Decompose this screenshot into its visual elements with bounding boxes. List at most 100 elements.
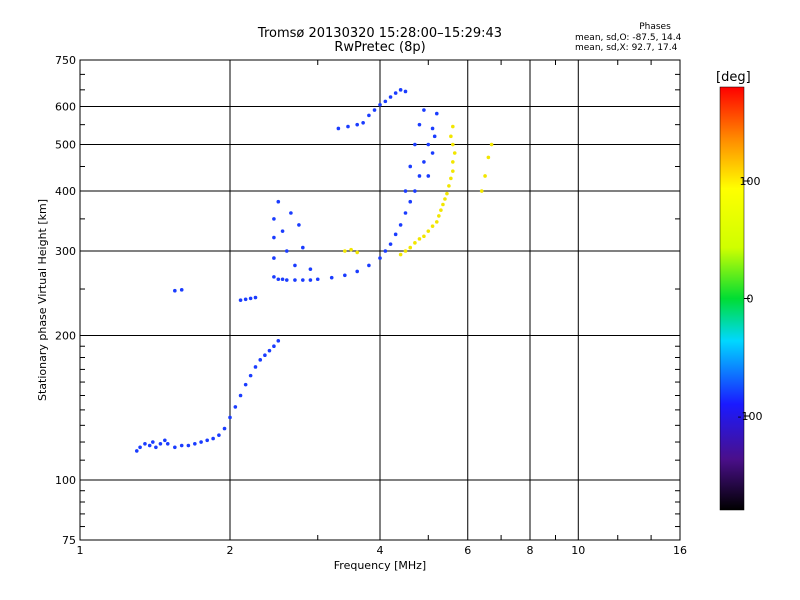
x-tick-label: 4 (377, 544, 384, 557)
data-point-o (258, 358, 263, 362)
data-point-o (280, 277, 285, 282)
data-point-o (238, 393, 243, 398)
data-point-x (489, 142, 494, 147)
data-point-o (179, 288, 184, 292)
data-point-o (426, 174, 431, 178)
data-point-o (222, 426, 227, 431)
x-tick-labels: 1 2 4 6 8 10 16 (77, 544, 688, 557)
data-point-x (449, 134, 453, 139)
data-point-o (393, 232, 398, 237)
data-point-x (430, 224, 435, 228)
data-point-o (346, 124, 350, 129)
data-point-o (138, 445, 142, 450)
data-point-o (205, 438, 209, 443)
data-point-o (173, 288, 177, 293)
data-point-o (301, 278, 305, 282)
data-point-x (486, 155, 491, 160)
x-tick-label: 1 (77, 544, 84, 557)
data-point-o (297, 223, 301, 227)
data-point-o (151, 440, 155, 444)
data-point-o (408, 164, 413, 169)
data-point-o (398, 223, 403, 227)
data-point-o (403, 189, 408, 193)
data-point-x (451, 160, 455, 164)
data-point-x (422, 234, 426, 239)
data-point-o (403, 211, 408, 215)
data-point-o (413, 142, 417, 147)
data-point-o (426, 142, 431, 147)
data-point-o (355, 269, 359, 274)
data-point-o (355, 122, 359, 127)
data-point-o (193, 441, 197, 446)
data-point-x (483, 174, 487, 178)
y-tick-label: 100 (55, 474, 76, 487)
colorbar-tick-label: 100 (740, 175, 761, 188)
data-point-o (422, 160, 426, 164)
data-point-x (447, 184, 451, 188)
data-point-x (426, 229, 431, 233)
y-tick-labels: 75 100 200 300 400 500 600 750 (55, 54, 76, 547)
data-point-x (445, 191, 449, 196)
data-point-o (417, 122, 422, 127)
data-point-o (343, 273, 347, 278)
data-point-o (403, 89, 408, 94)
data-point-o (272, 275, 276, 279)
data-point-o (165, 441, 170, 446)
data-point-o (301, 245, 305, 250)
data-point-x (408, 245, 413, 250)
chart-subtitle: RwPretec (8p) (334, 40, 426, 55)
data-point-o (378, 102, 382, 107)
y-tick-label: 300 (55, 245, 76, 258)
data-point-o (329, 275, 334, 280)
phase-stats-title: Phases (639, 22, 671, 32)
data-point-o (430, 151, 435, 155)
axis-ticks (80, 60, 680, 540)
data-point-o (276, 277, 281, 282)
x-tick-label: 6 (464, 544, 471, 557)
plot-frame (79, 59, 681, 541)
y-tick-label: 400 (55, 185, 76, 198)
data-point-x (349, 247, 353, 252)
data-point-o (383, 99, 388, 104)
data-point-o (272, 256, 276, 260)
data-point-o (143, 441, 147, 446)
x-tick-label: 16 (673, 544, 687, 557)
data-point-o (134, 449, 139, 453)
data-point-x (343, 249, 347, 253)
data-point-o (367, 263, 371, 268)
data-point-x (413, 241, 417, 245)
y-tick-label: 500 (55, 139, 76, 152)
data-point-x (451, 169, 455, 173)
data-point-o (173, 445, 177, 450)
data-point-o (413, 189, 417, 193)
data-point-o (248, 296, 253, 301)
data-point-x (451, 142, 455, 147)
colorbar-tick-label: 0 (747, 293, 754, 306)
data-point-o (378, 256, 382, 260)
data-point-o (417, 174, 422, 178)
data-point-o (233, 405, 238, 409)
data-point-o (154, 445, 158, 450)
data-point-o (398, 88, 403, 92)
colorbar (719, 86, 745, 511)
data-point-x (439, 208, 443, 212)
data-point-x (443, 197, 447, 201)
y-axis-label: Stationary phase Virtual Height [km] (36, 199, 49, 401)
data-point-o (289, 211, 293, 215)
data-point-o (147, 443, 152, 448)
data-point-o (388, 242, 393, 246)
data-point-x (417, 237, 422, 241)
data-point-o (408, 199, 413, 204)
data-point-o (163, 438, 167, 443)
data-point-o (253, 365, 258, 369)
data-point-x (441, 202, 445, 207)
data-point-o (388, 95, 393, 99)
data-point-o (293, 263, 297, 268)
y-tick-label: 750 (55, 54, 76, 67)
data-point-x (451, 124, 455, 129)
phase-stats-o: mean, sd,O: -87.5, 14.4 (575, 33, 682, 43)
phase-stats-x: mean, sd,X: 92.7, 17.4 (575, 43, 678, 53)
data-point-o (393, 91, 398, 95)
x-tick-label: 10 (571, 544, 585, 557)
data-point-o (276, 199, 281, 204)
